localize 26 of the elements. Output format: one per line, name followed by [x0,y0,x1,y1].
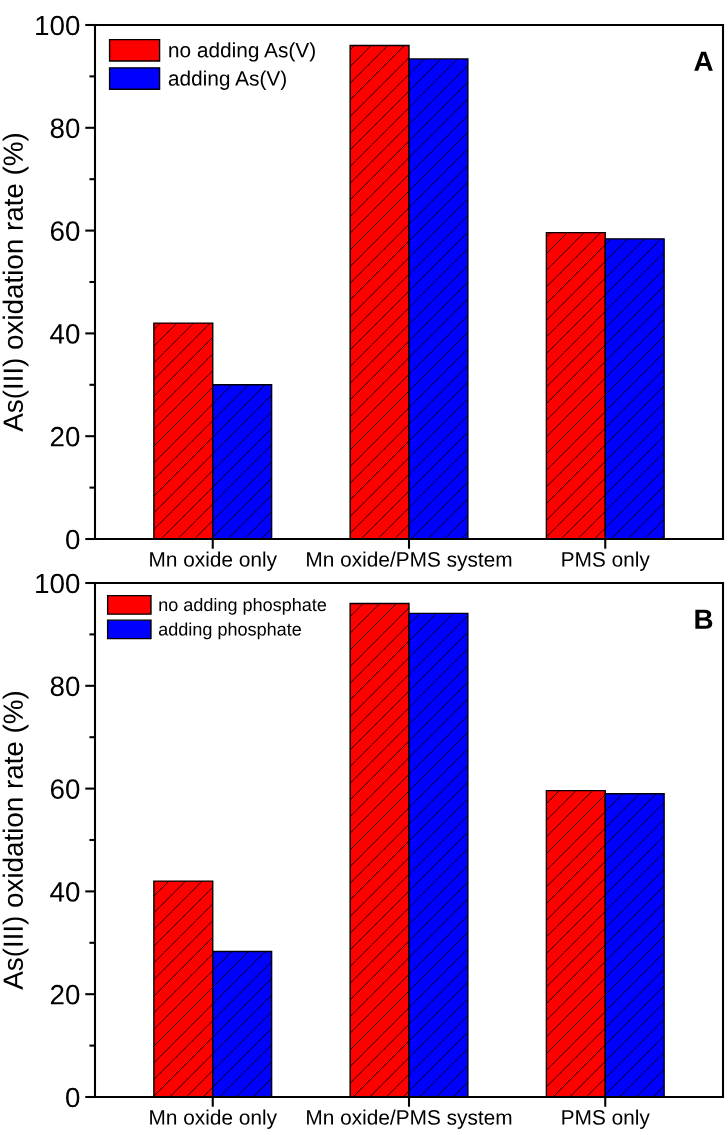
y-tick-label: 60 [50,221,80,241]
x-tick-label: PMS only [562,551,650,571]
x-tick-label: PMS only [562,1109,650,1129]
annotation: A [694,51,713,71]
legend-label: adding phosphate [158,622,301,640]
legend-label: no adding phosphate [159,597,327,615]
x-tick-label: Mn oxide only [150,551,277,571]
y-tick-label: 80 [50,118,80,139]
x-tick-label: Mn oxide/PMS system [307,551,512,571]
y-tick-label: 20 [50,984,80,1005]
legend-label: adding As(V) [168,70,286,90]
legend-label: no adding As(V) [169,42,315,62]
y-tick-label: 60 [50,779,80,799]
x-tick-label: Mn oxide only [150,1109,277,1129]
y-tick-label: 80 [50,676,80,697]
y-tick-label: 40 [50,882,80,902]
y-tick-label: 20 [50,426,80,447]
y-axis-title: As(III) oxidation rate (%) [2,133,29,432]
y-axis-title: As(III) oxidation rate (%) [2,691,29,990]
x-tick-label: Mn oxide/PMS system [307,1109,512,1129]
y-tick-label: 40 [50,324,80,344]
y-tick-label: 100 [36,15,80,36]
y-tick-label: 0 [66,529,80,550]
y-tick-label: 100 [36,573,80,594]
y-tick-label: 0 [66,1087,80,1108]
annotation: B [695,609,713,629]
